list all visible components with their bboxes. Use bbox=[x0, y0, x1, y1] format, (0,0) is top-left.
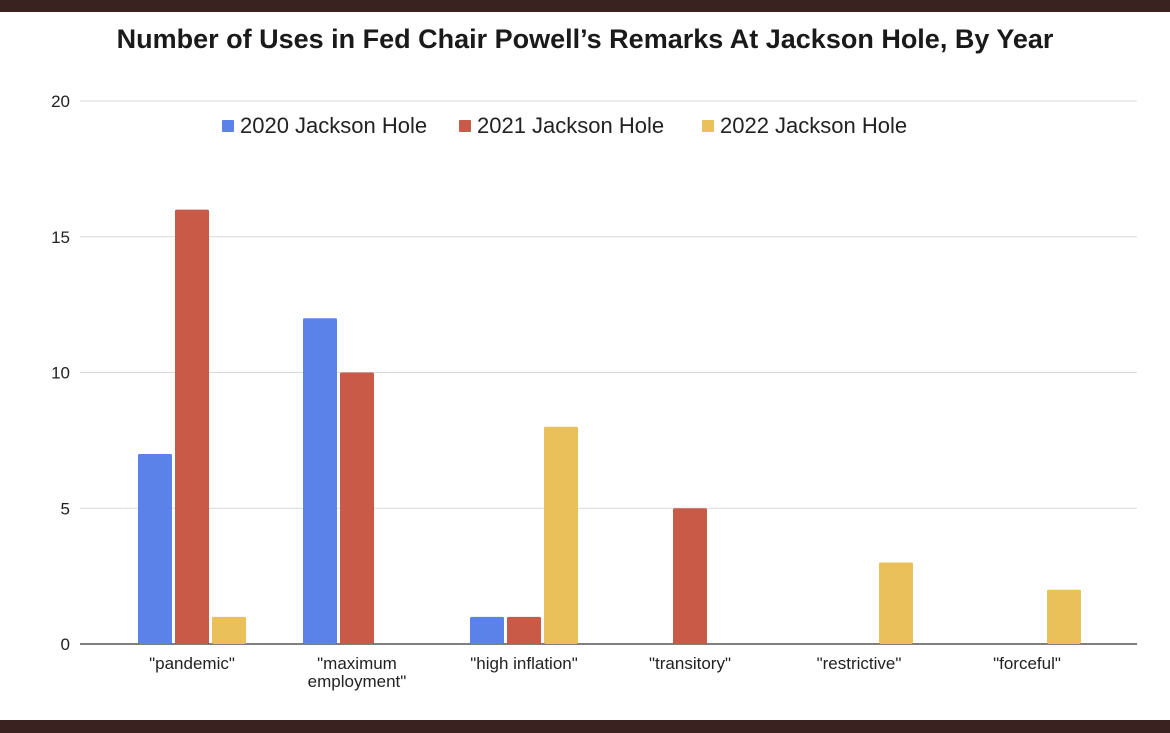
bar bbox=[673, 508, 707, 644]
bar bbox=[175, 209, 209, 644]
y-tick-label: 10 bbox=[51, 364, 70, 383]
bar bbox=[212, 616, 246, 644]
bar bbox=[470, 616, 504, 644]
legend-swatch bbox=[459, 120, 471, 132]
bar bbox=[879, 562, 913, 644]
x-tick-label: employment" bbox=[308, 672, 407, 691]
legend-label: 2021 Jackson Hole bbox=[477, 113, 664, 138]
bar bbox=[1047, 589, 1081, 644]
bar bbox=[544, 426, 578, 644]
chart-canvas: Number of Uses in Fed Chair Powell’s Rem… bbox=[0, 12, 1170, 720]
x-tick-label: "high inflation" bbox=[470, 654, 578, 673]
legend-swatch bbox=[702, 120, 714, 132]
bar bbox=[303, 318, 337, 644]
y-tick-label: 0 bbox=[61, 635, 70, 654]
x-tick-label: "forceful" bbox=[993, 654, 1061, 673]
bar bbox=[507, 616, 541, 644]
legend-label: 2020 Jackson Hole bbox=[240, 113, 427, 138]
top-frame-border bbox=[0, 0, 1170, 12]
x-tick-label: "pandemic" bbox=[149, 654, 235, 673]
bar bbox=[138, 453, 172, 644]
x-tick-label: "maximum bbox=[317, 654, 397, 673]
x-tick-label: "transitory" bbox=[649, 654, 731, 673]
y-tick-label: 20 bbox=[51, 92, 70, 111]
y-tick-label: 5 bbox=[61, 499, 70, 518]
bottom-frame-border bbox=[0, 720, 1170, 733]
bar bbox=[340, 372, 374, 644]
legend-label: 2022 Jackson Hole bbox=[720, 113, 907, 138]
y-tick-label: 15 bbox=[51, 228, 70, 247]
chart-title: Number of Uses in Fed Chair Powell’s Rem… bbox=[116, 24, 1054, 54]
legend-swatch bbox=[222, 120, 234, 132]
x-tick-label: "restrictive" bbox=[817, 654, 902, 673]
